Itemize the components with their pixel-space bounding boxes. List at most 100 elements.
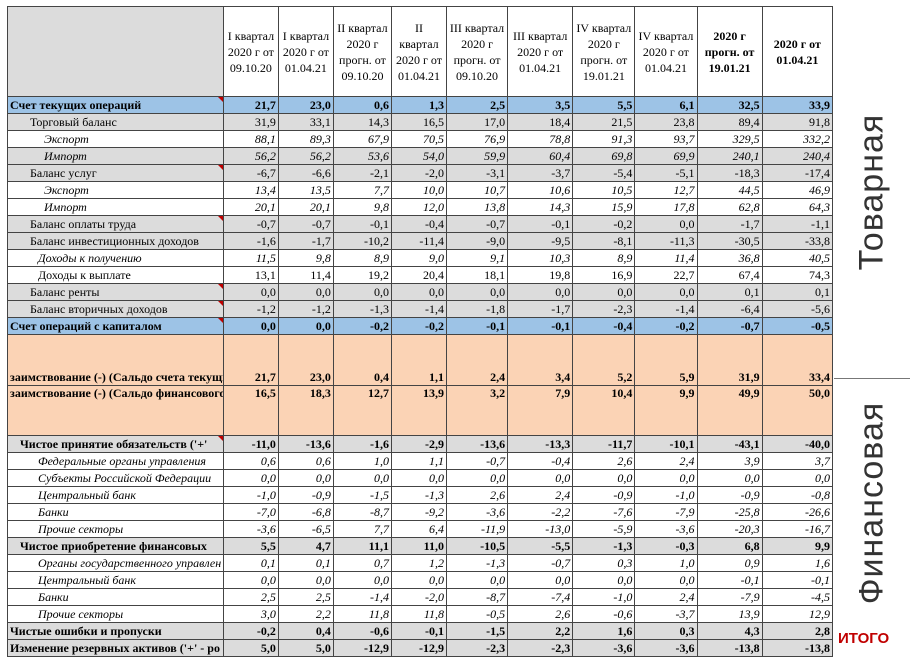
value-cell[interactable]: 13,8 bbox=[445, 198, 509, 216]
value-cell[interactable]: 0,0 bbox=[634, 283, 698, 301]
value-cell[interactable]: 240,1 bbox=[696, 147, 763, 165]
row-label[interactable]: Импорт bbox=[7, 147, 224, 165]
value-cell[interactable]: 9,1 bbox=[445, 249, 509, 267]
value-cell[interactable]: 18,1 bbox=[445, 266, 509, 284]
value-cell[interactable]: 1,1 bbox=[390, 334, 447, 386]
value-cell[interactable]: -40,0 bbox=[761, 435, 834, 453]
value-cell[interactable]: 6,1 bbox=[634, 96, 698, 114]
value-cell[interactable]: 19,2 bbox=[332, 266, 392, 284]
value-cell[interactable]: 0,0 bbox=[277, 317, 334, 335]
value-cell[interactable]: 0,1 bbox=[277, 554, 334, 572]
value-cell[interactable]: 0,9 bbox=[696, 554, 763, 572]
value-cell[interactable]: -0,2 bbox=[332, 317, 392, 335]
value-cell[interactable]: -0,9 bbox=[696, 486, 763, 504]
value-cell[interactable]: 0,0 bbox=[445, 571, 509, 589]
row-label[interactable]: Счет текущих операций bbox=[7, 96, 224, 114]
value-cell[interactable]: -11,0 bbox=[222, 435, 279, 453]
value-cell[interactable]: -0,7 bbox=[507, 554, 574, 572]
value-cell[interactable]: 10,3 bbox=[507, 249, 574, 267]
value-cell[interactable]: 13,4 bbox=[222, 181, 279, 199]
value-cell[interactable]: -9,5 bbox=[507, 232, 574, 250]
value-cell[interactable]: 3,5 bbox=[507, 96, 574, 114]
value-cell[interactable]: 19,8 bbox=[507, 266, 574, 284]
value-cell[interactable]: -1,2 bbox=[222, 300, 279, 318]
value-cell[interactable]: 3,9 bbox=[696, 452, 763, 470]
value-cell[interactable]: 11,0 bbox=[390, 537, 447, 555]
value-cell[interactable]: 2,4 bbox=[634, 452, 698, 470]
value-cell[interactable]: -13,6 bbox=[277, 435, 334, 453]
value-cell[interactable]: 59,9 bbox=[445, 147, 509, 165]
value-cell[interactable]: 0,3 bbox=[572, 554, 636, 572]
value-cell[interactable]: 46,9 bbox=[761, 181, 834, 199]
value-cell[interactable]: 88,1 bbox=[222, 130, 279, 148]
value-cell[interactable]: -0,1 bbox=[761, 571, 834, 589]
value-cell[interactable]: 60,4 bbox=[507, 147, 574, 165]
value-cell[interactable]: -6,5 bbox=[277, 520, 334, 538]
value-cell[interactable]: 2,4 bbox=[507, 486, 574, 504]
value-cell[interactable]: -9,2 bbox=[390, 503, 447, 521]
value-cell[interactable]: 10,6 bbox=[507, 181, 574, 199]
value-cell[interactable]: -1,7 bbox=[507, 300, 574, 318]
value-cell[interactable]: 14,3 bbox=[332, 113, 392, 131]
value-cell[interactable]: -0,1 bbox=[507, 317, 574, 335]
value-cell[interactable]: 21,7 bbox=[222, 96, 279, 114]
value-cell[interactable]: -1,3 bbox=[332, 300, 392, 318]
value-cell[interactable]: -26,6 bbox=[761, 503, 834, 521]
value-cell[interactable]: -0,5 bbox=[761, 317, 834, 335]
value-cell[interactable]: 0,0 bbox=[222, 571, 279, 589]
value-cell[interactable]: 0,0 bbox=[332, 283, 392, 301]
value-cell[interactable]: 33,1 bbox=[277, 113, 334, 131]
value-cell[interactable]: -11,4 bbox=[390, 232, 447, 250]
value-cell[interactable]: 0,0 bbox=[507, 469, 574, 487]
value-cell[interactable]: 56,2 bbox=[222, 147, 279, 165]
value-cell[interactable]: 62,8 bbox=[696, 198, 763, 216]
value-cell[interactable]: 2,5 bbox=[222, 588, 279, 606]
value-cell[interactable]: -1,1 bbox=[761, 215, 834, 233]
value-cell[interactable]: 0,0 bbox=[277, 283, 334, 301]
value-cell[interactable]: -7,9 bbox=[634, 503, 698, 521]
value-cell[interactable]: -13,3 bbox=[507, 435, 574, 453]
row-label[interactable]: Импорт bbox=[7, 198, 224, 216]
value-cell[interactable]: -8,7 bbox=[332, 503, 392, 521]
value-cell[interactable]: -0,9 bbox=[572, 486, 636, 504]
value-cell[interactable]: -0,9 bbox=[277, 486, 334, 504]
value-cell[interactable]: 14,3 bbox=[507, 198, 574, 216]
value-cell[interactable]: -1,4 bbox=[332, 588, 392, 606]
value-cell[interactable]: 33,9 bbox=[761, 96, 834, 114]
value-cell[interactable]: -11,3 bbox=[634, 232, 698, 250]
value-cell[interactable]: -0,7 bbox=[445, 215, 509, 233]
value-cell[interactable]: 21,7 bbox=[222, 334, 279, 386]
value-cell[interactable]: -0,7 bbox=[277, 215, 334, 233]
value-cell[interactable]: 18,4 bbox=[507, 113, 574, 131]
value-cell[interactable]: -6,7 bbox=[222, 164, 279, 182]
value-cell[interactable]: 7,7 bbox=[332, 520, 392, 538]
value-cell[interactable]: -0,1 bbox=[390, 622, 447, 640]
row-label[interactable]: Банки bbox=[7, 503, 224, 521]
value-cell[interactable]: -0,6 bbox=[572, 605, 636, 623]
row-label[interactable]: Экспорт bbox=[7, 130, 224, 148]
value-cell[interactable]: -10,5 bbox=[445, 537, 509, 555]
row-label[interactable]: Прочие секторы bbox=[7, 520, 224, 538]
value-cell[interactable]: -0,2 bbox=[390, 317, 447, 335]
value-cell[interactable]: -0,6 bbox=[332, 622, 392, 640]
value-cell[interactable]: -2,0 bbox=[390, 164, 447, 182]
value-cell[interactable]: 16,5 bbox=[222, 385, 279, 436]
value-cell[interactable]: 9,9 bbox=[634, 385, 698, 436]
value-cell[interactable]: 10,0 bbox=[390, 181, 447, 199]
value-cell[interactable]: 23,8 bbox=[634, 113, 698, 131]
value-cell[interactable]: -7,4 bbox=[507, 588, 574, 606]
value-cell[interactable]: -6,4 bbox=[696, 300, 763, 318]
value-cell[interactable]: -3,6 bbox=[634, 639, 698, 657]
row-label[interactable]: Федеральные органы управления bbox=[7, 452, 224, 470]
value-cell[interactable]: -1,4 bbox=[390, 300, 447, 318]
value-cell[interactable]: 12,7 bbox=[634, 181, 698, 199]
value-cell[interactable]: 91,8 bbox=[761, 113, 834, 131]
value-cell[interactable]: 5,9 bbox=[634, 334, 698, 386]
row-label[interactable]: Баланс услуг bbox=[7, 164, 224, 182]
value-cell[interactable]: 9,9 bbox=[761, 537, 834, 555]
value-cell[interactable]: 2,2 bbox=[277, 605, 334, 623]
value-cell[interactable]: -12,9 bbox=[390, 639, 447, 657]
value-cell[interactable]: 5,5 bbox=[222, 537, 279, 555]
value-cell[interactable]: 93,7 bbox=[634, 130, 698, 148]
value-cell[interactable]: -5,5 bbox=[507, 537, 574, 555]
